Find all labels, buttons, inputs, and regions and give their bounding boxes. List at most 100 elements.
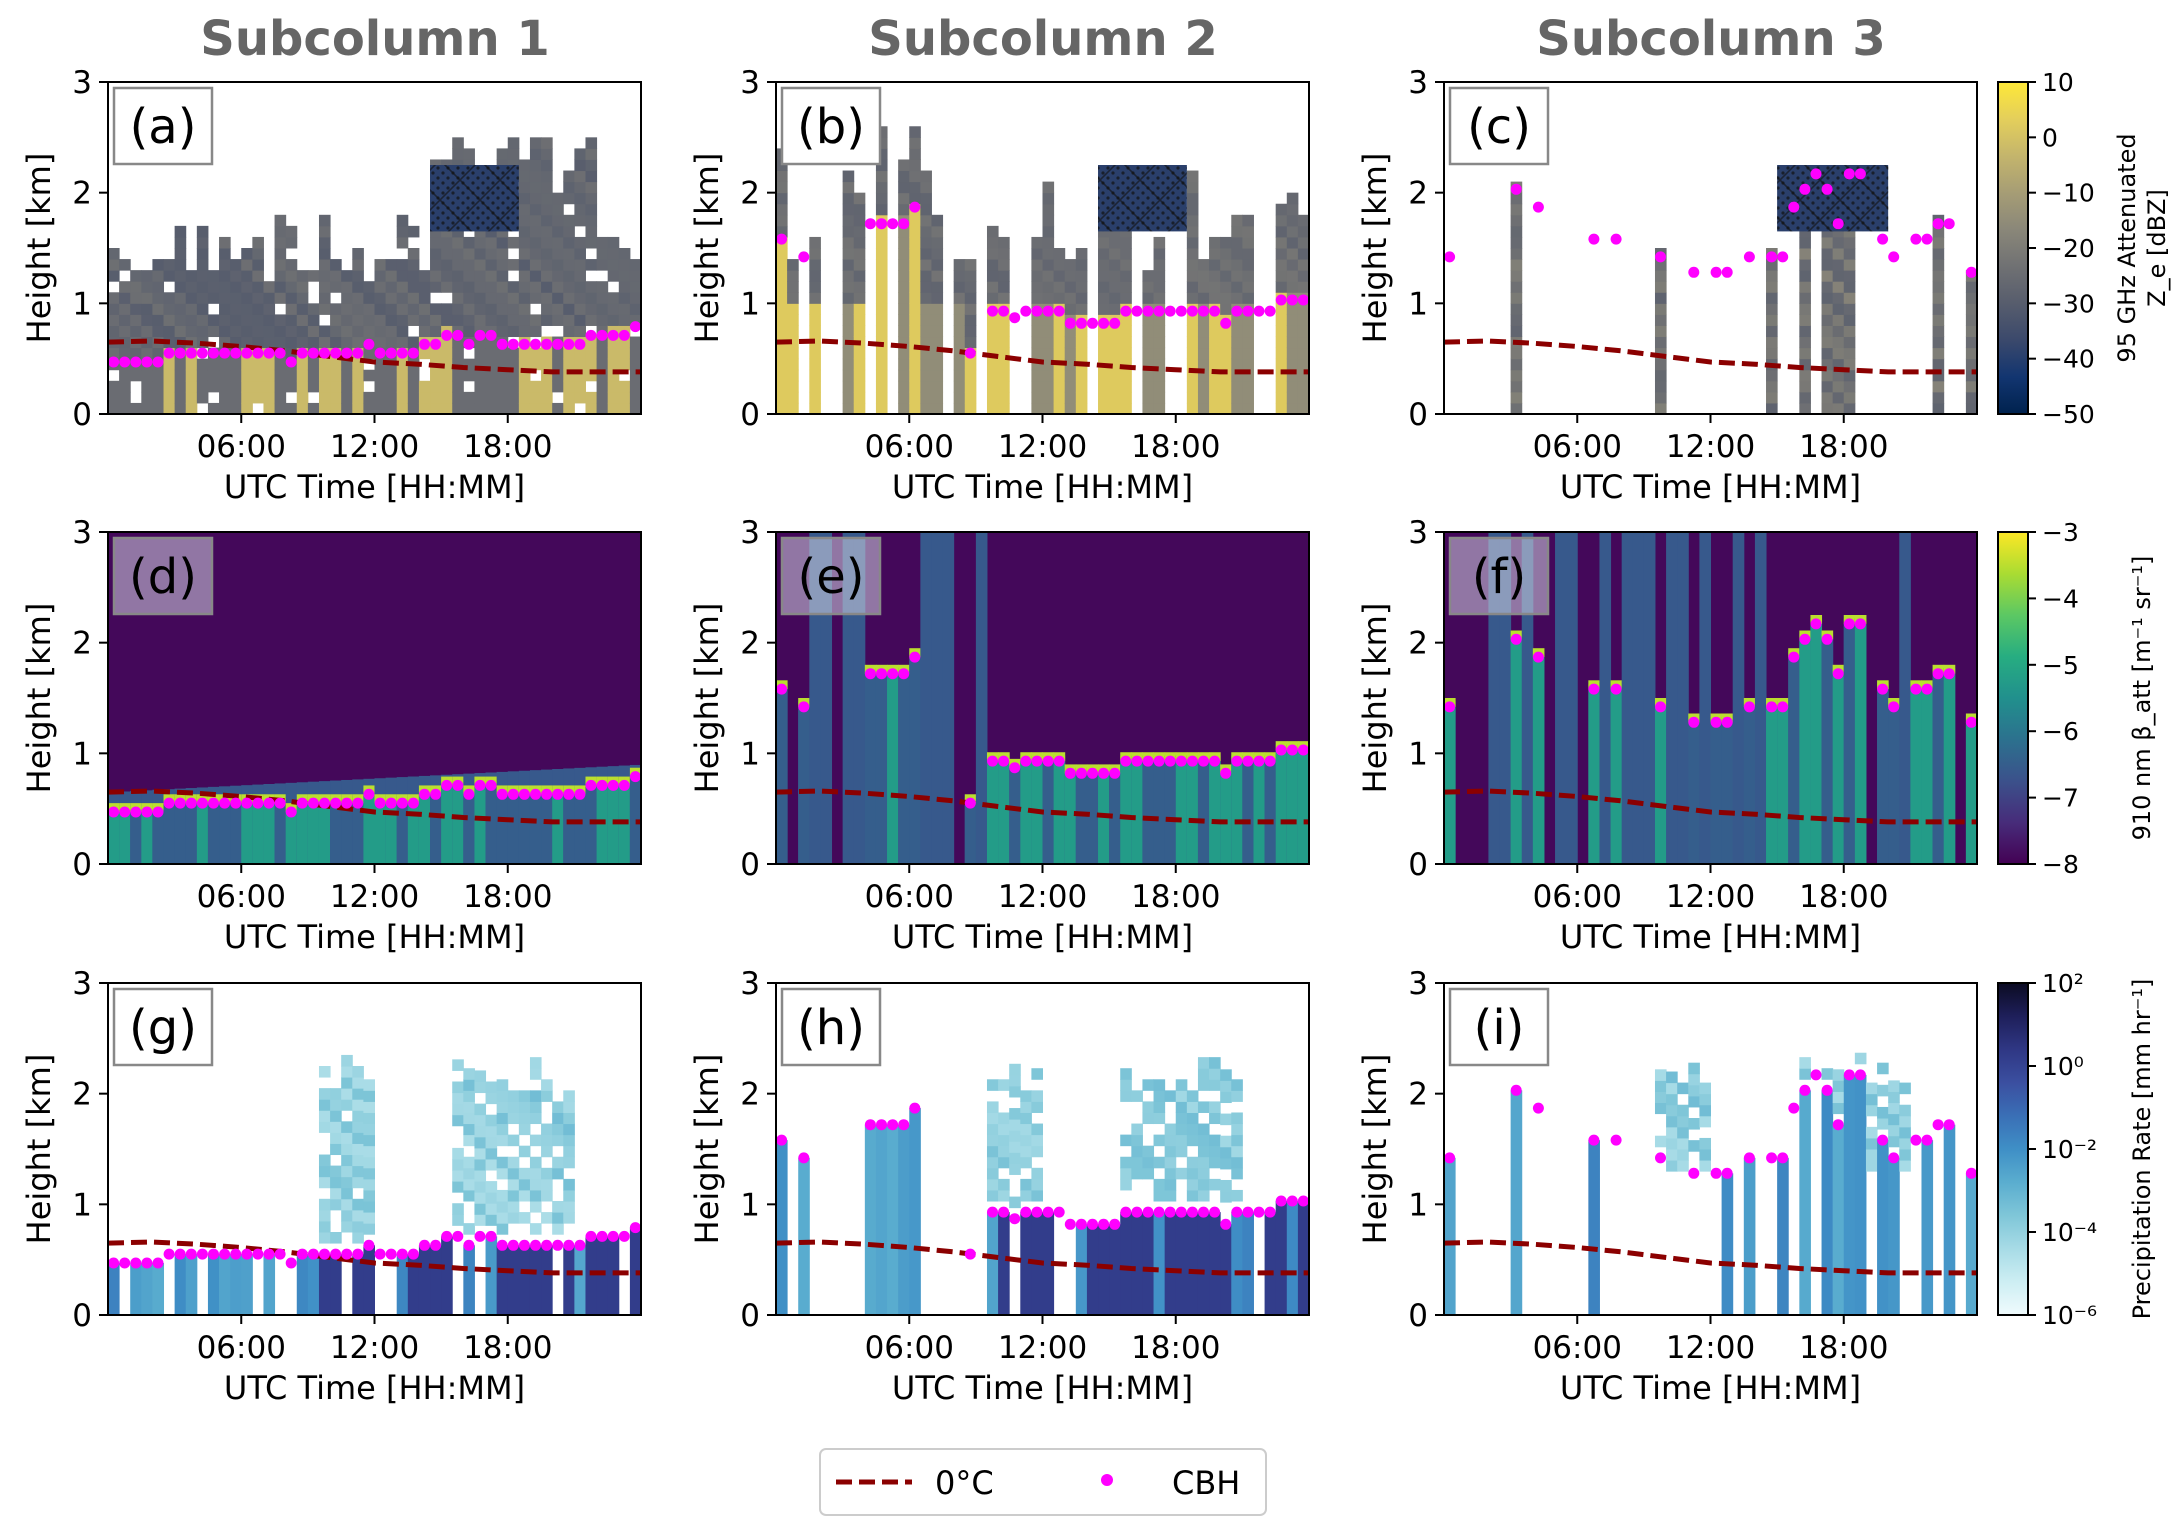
background-cell bbox=[1621, 532, 1634, 864]
reflectivity-cell bbox=[920, 192, 932, 205]
reflectivity-cell bbox=[407, 369, 420, 382]
reflectivity-cell bbox=[585, 347, 598, 360]
cbh-point bbox=[998, 305, 1010, 317]
reflectivity-cell bbox=[552, 214, 564, 227]
cbh-point bbox=[1009, 1213, 1021, 1225]
reflectivity-cell bbox=[441, 391, 453, 404]
reflectivity-cell bbox=[1053, 248, 1066, 260]
colorbar-tick-label: 10 bbox=[2042, 68, 2074, 97]
reflectivity-cell bbox=[363, 281, 375, 293]
reflectivity-cell bbox=[1821, 292, 1834, 304]
reflectivity-cell bbox=[418, 325, 431, 338]
cbh-point bbox=[474, 1230, 486, 1242]
reflectivity-cell bbox=[552, 270, 564, 282]
reflectivity-cell bbox=[1510, 369, 1523, 382]
reflectivity-cell bbox=[196, 325, 209, 338]
precip-cell bbox=[485, 1114, 498, 1127]
colorbar-tick-label: −40 bbox=[2042, 345, 2095, 374]
reflectivity-cell bbox=[252, 259, 264, 271]
reflectivity-cell bbox=[1275, 325, 1288, 338]
cbh-point bbox=[252, 347, 264, 359]
precip-cell bbox=[1865, 1160, 1878, 1172]
reflectivity-cell bbox=[809, 292, 821, 304]
reflectivity-cell bbox=[518, 303, 531, 315]
reflectivity-cell bbox=[152, 303, 165, 315]
reflectivity-cell bbox=[1286, 347, 1299, 360]
reflectivity-cell bbox=[152, 270, 165, 282]
reflectivity-cell bbox=[898, 336, 910, 349]
cbh-point bbox=[485, 779, 497, 791]
precip-cell bbox=[341, 1077, 353, 1089]
reflectivity-cell bbox=[496, 225, 509, 238]
reflectivity-cell bbox=[1053, 336, 1066, 349]
precip-cell bbox=[986, 1167, 999, 1180]
cbh-point bbox=[196, 347, 208, 359]
reflectivity-cell bbox=[263, 292, 276, 304]
reflectivity-cell bbox=[920, 170, 932, 183]
cbh-point bbox=[407, 347, 419, 359]
precip-cell bbox=[1699, 1104, 1711, 1117]
cbh-point bbox=[596, 779, 608, 791]
reflectivity-cell bbox=[485, 336, 498, 349]
reflectivity-cell bbox=[119, 336, 131, 349]
reflectivity-cell bbox=[776, 292, 788, 304]
precip-cell bbox=[318, 1099, 331, 1111]
reflectivity-cell bbox=[842, 292, 855, 304]
reflectivity-cell bbox=[507, 303, 520, 315]
reflectivity-cell bbox=[385, 314, 398, 326]
precip-cell bbox=[330, 1198, 342, 1211]
reflectivity-cell bbox=[552, 281, 564, 293]
reflectivity-cell bbox=[452, 347, 464, 360]
reflectivity-cell bbox=[152, 380, 165, 393]
reflectivity-cell bbox=[809, 391, 821, 404]
reflectivity-cell bbox=[552, 380, 564, 393]
reflectivity-cell bbox=[986, 259, 999, 271]
reflectivity-cell bbox=[352, 380, 364, 393]
cbh-point bbox=[208, 1248, 219, 1260]
reflectivity-cell bbox=[241, 281, 253, 293]
reflectivity-cell bbox=[163, 391, 176, 404]
reflectivity-cell bbox=[1832, 358, 1845, 371]
cbh-point bbox=[430, 338, 442, 350]
precip-cell bbox=[352, 1066, 364, 1078]
precip-cell bbox=[507, 1156, 520, 1169]
background-cell bbox=[1666, 532, 1678, 864]
cbh-point bbox=[1020, 755, 1032, 767]
precip-cell bbox=[1899, 1160, 1911, 1172]
reflectivity-cell bbox=[241, 391, 253, 404]
precip-cell bbox=[552, 1101, 564, 1113]
precip-cell bbox=[1153, 1079, 1166, 1091]
reflectivity-cell bbox=[1031, 336, 1043, 349]
cbh-point bbox=[463, 788, 475, 800]
precip-cell bbox=[318, 1088, 331, 1100]
reflectivity-cell bbox=[563, 380, 575, 393]
reflectivity-cell bbox=[1098, 292, 1110, 304]
signal-cell bbox=[1109, 773, 1121, 864]
reflectivity-cell bbox=[1075, 303, 1088, 315]
cbh-point bbox=[1888, 251, 1900, 263]
reflectivity-cell bbox=[285, 303, 298, 315]
cbh-point bbox=[1932, 218, 1944, 230]
reflectivity-cell bbox=[931, 358, 944, 371]
reflectivity-cell bbox=[1231, 292, 1243, 304]
cbh-point bbox=[1253, 1206, 1265, 1218]
precip-cell bbox=[474, 1103, 487, 1116]
precip-cell bbox=[1220, 1080, 1232, 1092]
y-tick-label: 2 bbox=[740, 1077, 760, 1113]
reflectivity-cell bbox=[1042, 214, 1055, 227]
reflectivity-cell bbox=[518, 369, 531, 382]
reflectivity-cell bbox=[776, 192, 788, 205]
precip-cell bbox=[1865, 1137, 1878, 1150]
reflectivity-cell bbox=[430, 281, 442, 293]
reflectivity-cell bbox=[518, 325, 531, 338]
reflectivity-cell bbox=[931, 225, 944, 238]
precip-cell bbox=[541, 1189, 553, 1202]
precip-cell bbox=[352, 1209, 364, 1222]
reflectivity-cell bbox=[196, 248, 209, 260]
reflectivity-cell bbox=[853, 281, 866, 293]
cbh-point bbox=[285, 1257, 297, 1269]
y-tick-label: 1 bbox=[1408, 286, 1428, 322]
precip-cell bbox=[1186, 1156, 1199, 1169]
reflectivity-cell bbox=[809, 259, 821, 271]
cbh-point bbox=[1799, 183, 1811, 195]
